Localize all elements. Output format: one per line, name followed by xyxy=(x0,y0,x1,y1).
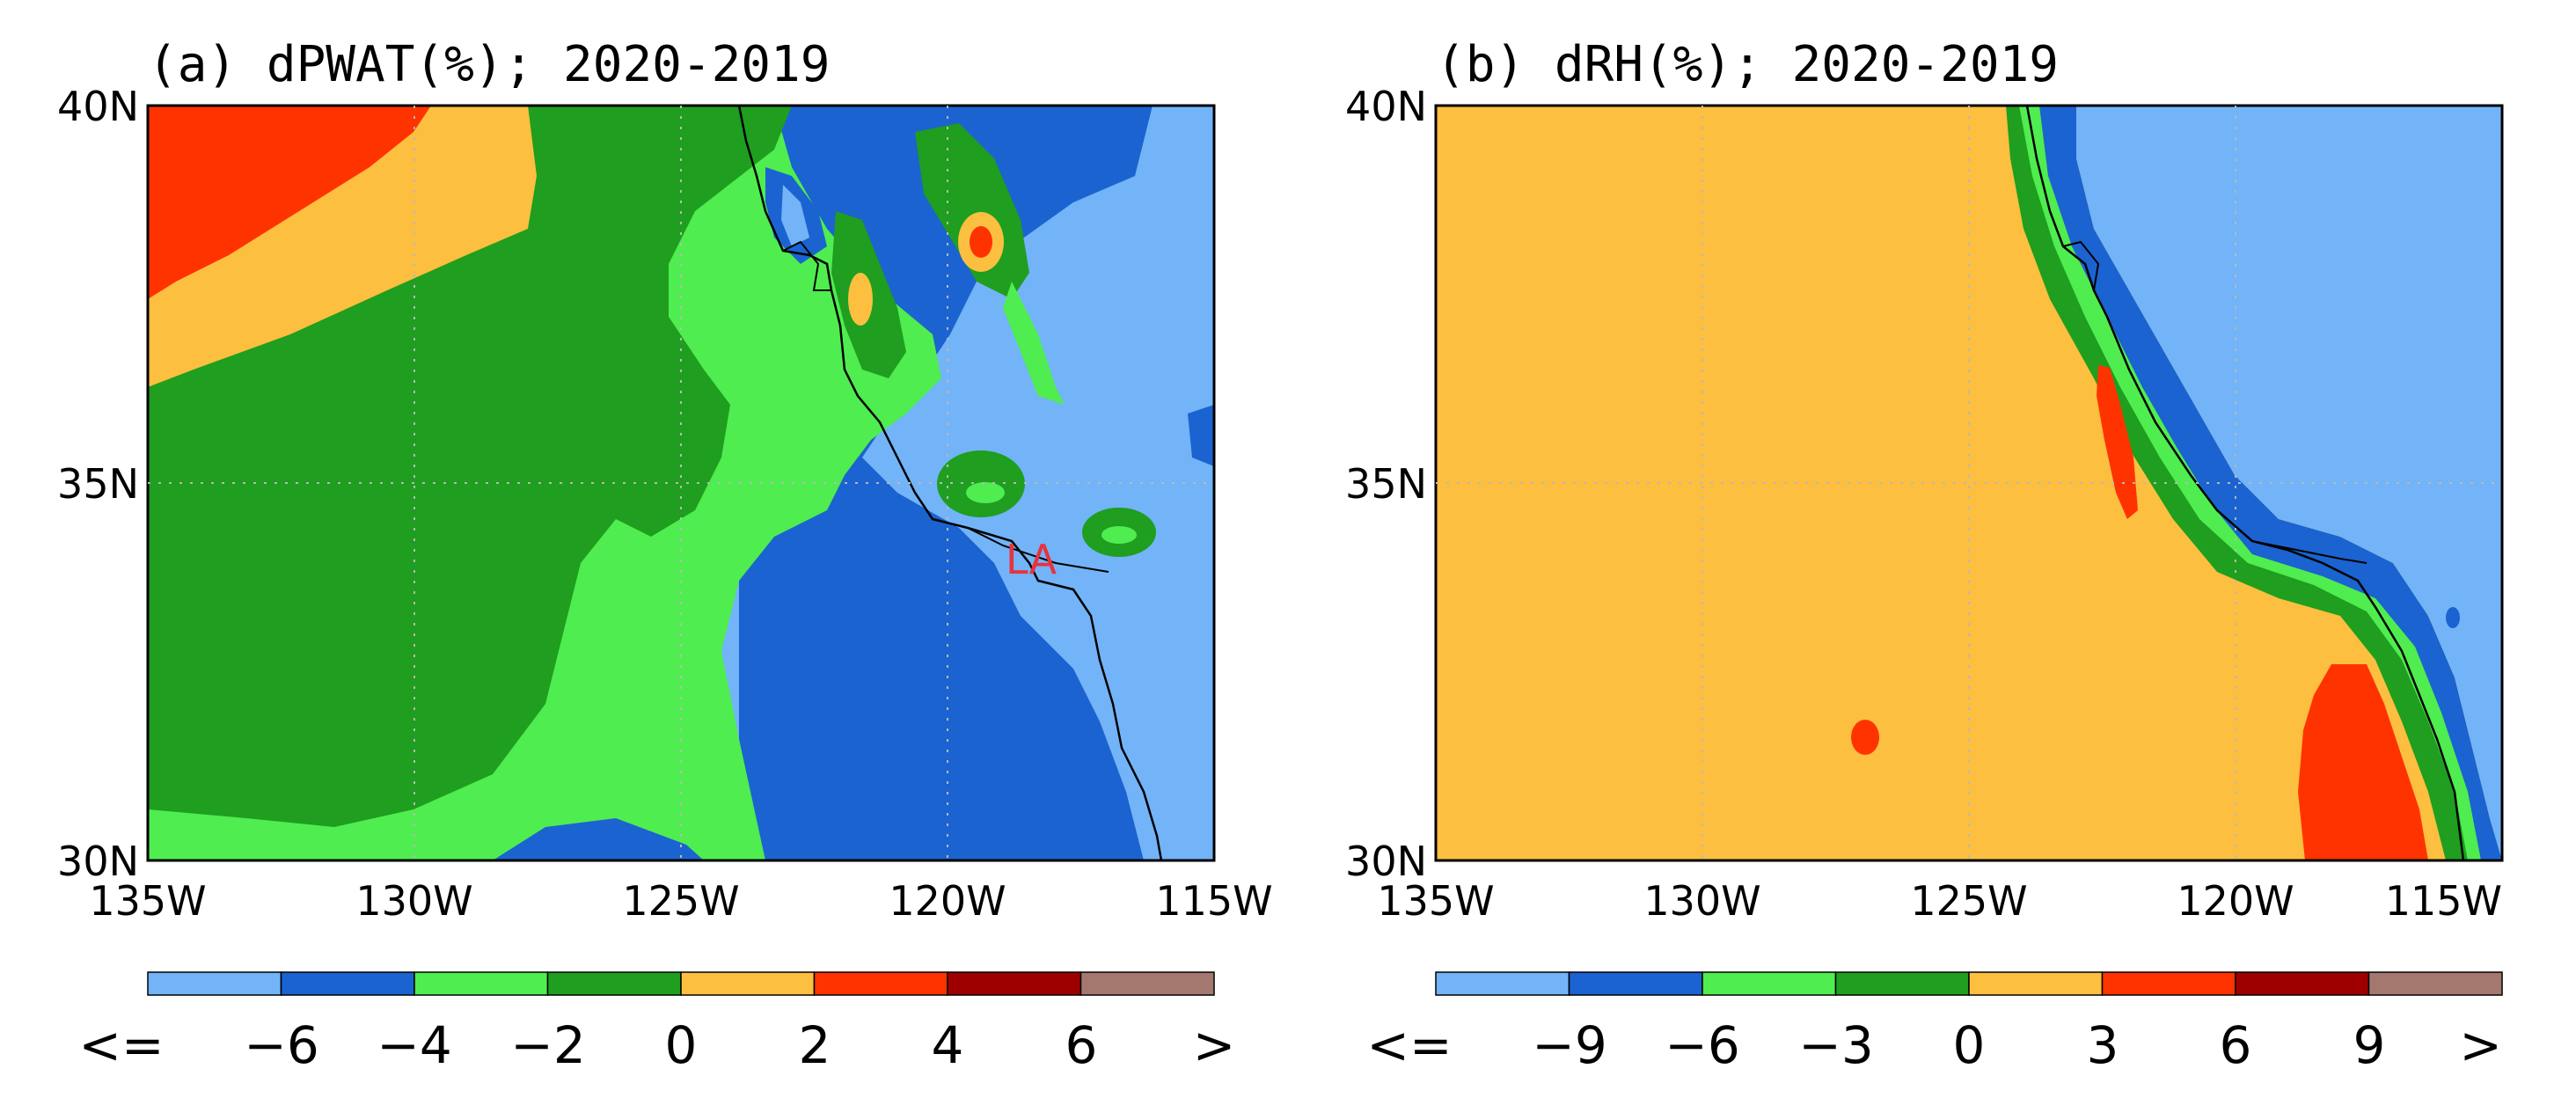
xtick: 125W xyxy=(1910,877,2027,925)
panel-b-xticks: 135W 130W 125W 120W 115W xyxy=(1377,877,2502,925)
panel-b-grid xyxy=(1436,106,2502,860)
city-label-la: LA xyxy=(1006,536,1057,583)
colorbar-swatch-lightblue xyxy=(147,971,282,996)
field-blue-sw xyxy=(493,818,704,860)
feature-nbay-lb xyxy=(781,185,809,246)
field-red xyxy=(148,106,431,299)
colorbar-a-label: 2 xyxy=(799,1015,831,1075)
xtick: 130W xyxy=(1643,877,1760,925)
colorbar-a-label: 0 xyxy=(665,1015,698,1075)
field-lightblue xyxy=(2076,106,2502,860)
feature-blue-dot xyxy=(2446,607,2460,628)
feature-sierra-lightgreen xyxy=(1003,282,1065,405)
coastline xyxy=(2025,106,2465,860)
colorbar-b-label: −3 xyxy=(1798,1015,1874,1075)
border-line xyxy=(967,527,1109,573)
xtick: 130W xyxy=(355,877,472,925)
feature-red-streak xyxy=(2097,365,2138,519)
colorbar-a-label: −2 xyxy=(510,1015,586,1075)
colorbar-swatch-brown xyxy=(2367,971,2503,996)
panel-a-grid xyxy=(148,106,1214,860)
panel-a-map xyxy=(148,106,1214,860)
ytick: 35N xyxy=(57,460,139,508)
bay-outline xyxy=(2062,240,2100,291)
colorbar-swatch-lightgreen xyxy=(1701,971,1837,996)
panel-b-title: (b) dRH(%); 2020-2019 xyxy=(1436,36,2059,93)
colorbar-b-label: 9 xyxy=(2353,1015,2386,1075)
ytick: 40N xyxy=(57,83,139,130)
colorbar-b-label: −6 xyxy=(1665,1015,1740,1075)
panel-b-yticks: 30N 35N 40N xyxy=(1345,83,1427,885)
colorbar-swatch-green xyxy=(546,971,682,996)
colorbar-swatch-lightgreen xyxy=(413,971,549,996)
feature-east-lg xyxy=(1101,526,1137,544)
feature-east-blue-edge xyxy=(1188,405,1214,466)
ytick: 40N xyxy=(1345,83,1427,130)
colorbar-swatch-red xyxy=(2101,971,2236,996)
panel-b: (b) dRH(%); 2020-2019 xyxy=(1345,36,2504,1075)
colorbar-b-label: 3 xyxy=(2087,1015,2119,1075)
colorbar-swatch-brown xyxy=(1079,971,1215,996)
colorbar-swatch-orange xyxy=(1968,971,2104,996)
colorbar-b-label: > xyxy=(2459,1015,2502,1075)
xtick: 135W xyxy=(89,877,206,925)
colorbar-swatch-green xyxy=(1834,971,1970,996)
colorbar-a-label: 6 xyxy=(1065,1015,1098,1075)
colorbar-swatch-darkred xyxy=(947,971,1082,996)
xtick: 115W xyxy=(2385,877,2502,925)
colorbar-a-label: −6 xyxy=(244,1015,319,1075)
ytick: 30N xyxy=(1345,838,1427,885)
colorbar-b-label: 0 xyxy=(1953,1015,1986,1075)
colorbar-a: <= −6 −4 −2 0 2 4 6 > xyxy=(78,971,1236,1075)
colorbar-a-label: −4 xyxy=(377,1015,452,1075)
feature-red-spot xyxy=(970,226,992,258)
bay-outline xyxy=(782,240,831,291)
ytick: 30N xyxy=(57,838,139,885)
colorbar-a-label: 4 xyxy=(932,1015,964,1075)
xtick: 120W xyxy=(889,877,1006,925)
panel-a-xticks: 135W 130W 125W 120W 115W xyxy=(89,877,1272,925)
colorbar-b-label: 6 xyxy=(2220,1015,2252,1075)
colorbar-b-label: <= xyxy=(1366,1015,1452,1075)
colorbar-swatch-darkred xyxy=(2235,971,2370,996)
colorbar-a-label: <= xyxy=(78,1015,164,1075)
colorbar-swatch-red xyxy=(813,971,948,996)
panel-a: (a) dPWAT(%); 2020-2019 xyxy=(57,36,1273,1075)
colorbar-b: <= −9 −6 −3 0 3 6 9 > xyxy=(1366,971,2503,1075)
feature-la-lg xyxy=(966,482,1005,503)
ytick: 35N xyxy=(1345,460,1427,508)
colorbar-swatch-lightblue xyxy=(1435,971,1570,996)
panel-a-yticks: 30N 35N 40N xyxy=(57,83,139,885)
xtick: 135W xyxy=(1377,877,1494,925)
border-line xyxy=(2251,540,2367,564)
feature-red-south xyxy=(2298,664,2428,860)
xtick: 120W xyxy=(2177,877,2294,925)
colorbar-a-label: > xyxy=(1193,1015,1236,1075)
colorbar-swatch-blue xyxy=(280,971,415,996)
feature-red-dot xyxy=(1851,720,1879,755)
panel-a-title: (a) dPWAT(%); 2020-2019 xyxy=(148,36,830,93)
xtick: 115W xyxy=(1155,877,1272,925)
feature-bay-orange xyxy=(848,273,873,326)
coastline xyxy=(737,106,1163,860)
colorbar-b-label: −9 xyxy=(1532,1015,1607,1075)
colorbar-swatch-orange xyxy=(680,971,816,996)
xtick: 125W xyxy=(622,877,739,925)
colorbar-swatch-blue xyxy=(1568,971,1703,996)
